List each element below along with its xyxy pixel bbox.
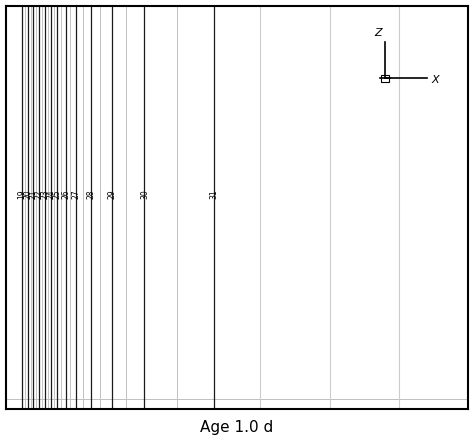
Text: 23: 23: [40, 190, 49, 199]
Text: 25: 25: [53, 190, 62, 199]
X-axis label: Age 1.0 d: Age 1.0 d: [201, 420, 273, 435]
Text: Z: Z: [374, 28, 382, 38]
Text: 27: 27: [72, 190, 81, 199]
Text: 21: 21: [29, 190, 38, 199]
Text: 29: 29: [108, 190, 117, 199]
Text: 20: 20: [23, 190, 32, 199]
Bar: [381, 75, 389, 82]
Text: 19: 19: [17, 190, 26, 199]
Text: 22: 22: [35, 190, 44, 199]
Text: 30: 30: [140, 190, 149, 199]
Text: 24: 24: [46, 190, 55, 199]
Text: X: X: [431, 75, 439, 85]
Text: 26: 26: [61, 190, 70, 199]
Text: 28: 28: [87, 190, 96, 199]
Text: 31: 31: [210, 190, 219, 199]
